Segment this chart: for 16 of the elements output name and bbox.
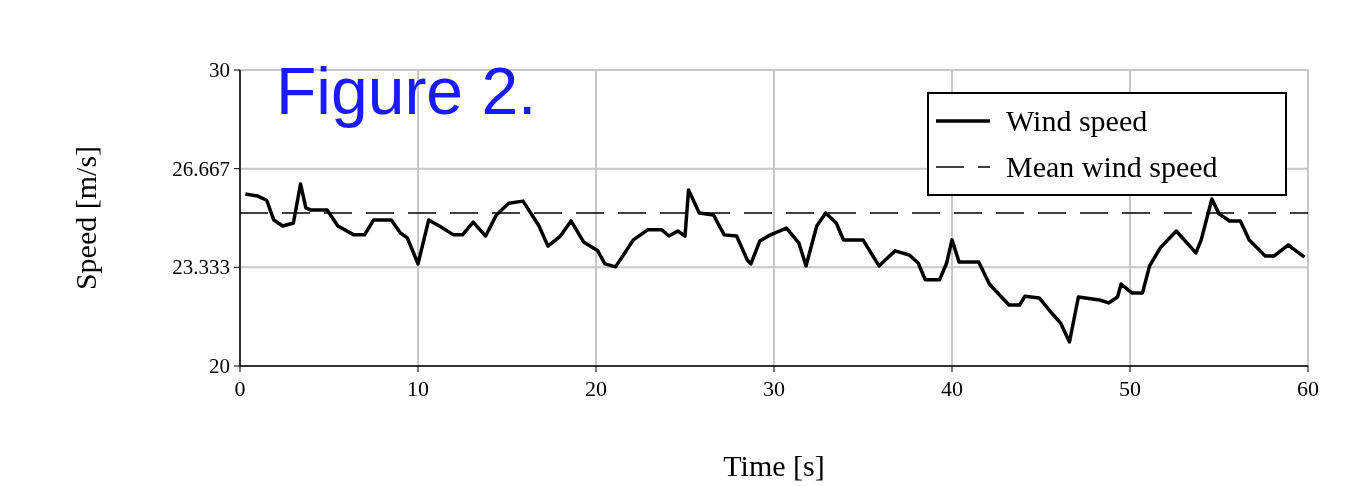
- y-axis-title: Speed [m/s]: [69, 145, 102, 291]
- x-tick-label: 30: [763, 376, 785, 401]
- y-tick-label: 26.667: [172, 156, 230, 181]
- x-tick-label: 0: [234, 376, 246, 401]
- x-tick-label: 60: [1297, 376, 1319, 401]
- x-tick-label: 10: [407, 376, 429, 401]
- y-tick-label: 30: [209, 58, 230, 82]
- y-tick-label: 23.333: [172, 255, 230, 280]
- x-tick-label: 40: [941, 376, 963, 401]
- x-axis-title: Time [s]: [723, 449, 825, 482]
- x-tick-label: 50: [1119, 376, 1141, 401]
- legend-label: Mean wind speed: [1006, 150, 1218, 183]
- chart-title: Figure 2.: [276, 54, 537, 128]
- x-tick-label: 20: [585, 376, 607, 401]
- legend-label: Wind speed: [1006, 104, 1148, 137]
- y-tick-label: 20: [209, 354, 230, 378]
